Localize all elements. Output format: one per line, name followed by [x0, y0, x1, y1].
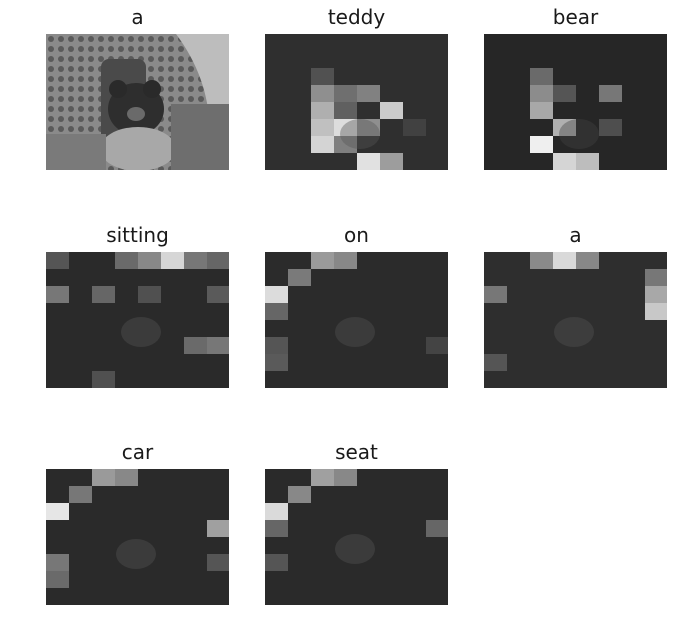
caption-word: sitting [106, 223, 169, 247]
attention-map [46, 469, 229, 605]
attention-map [46, 252, 229, 388]
caption-word: car [121, 440, 154, 464]
caption-word: on [344, 223, 369, 247]
caption-word: teddy [327, 5, 386, 29]
source-image [46, 34, 229, 170]
caption-word: seat [335, 440, 378, 464]
attention-map [265, 34, 448, 170]
attention-map [265, 252, 448, 388]
attention-map [484, 252, 667, 388]
attention-map [484, 34, 667, 170]
caption-word: a [569, 223, 582, 247]
caption-word: bear [552, 5, 599, 29]
caption-word: a [131, 5, 144, 29]
attention-map [265, 469, 448, 605]
